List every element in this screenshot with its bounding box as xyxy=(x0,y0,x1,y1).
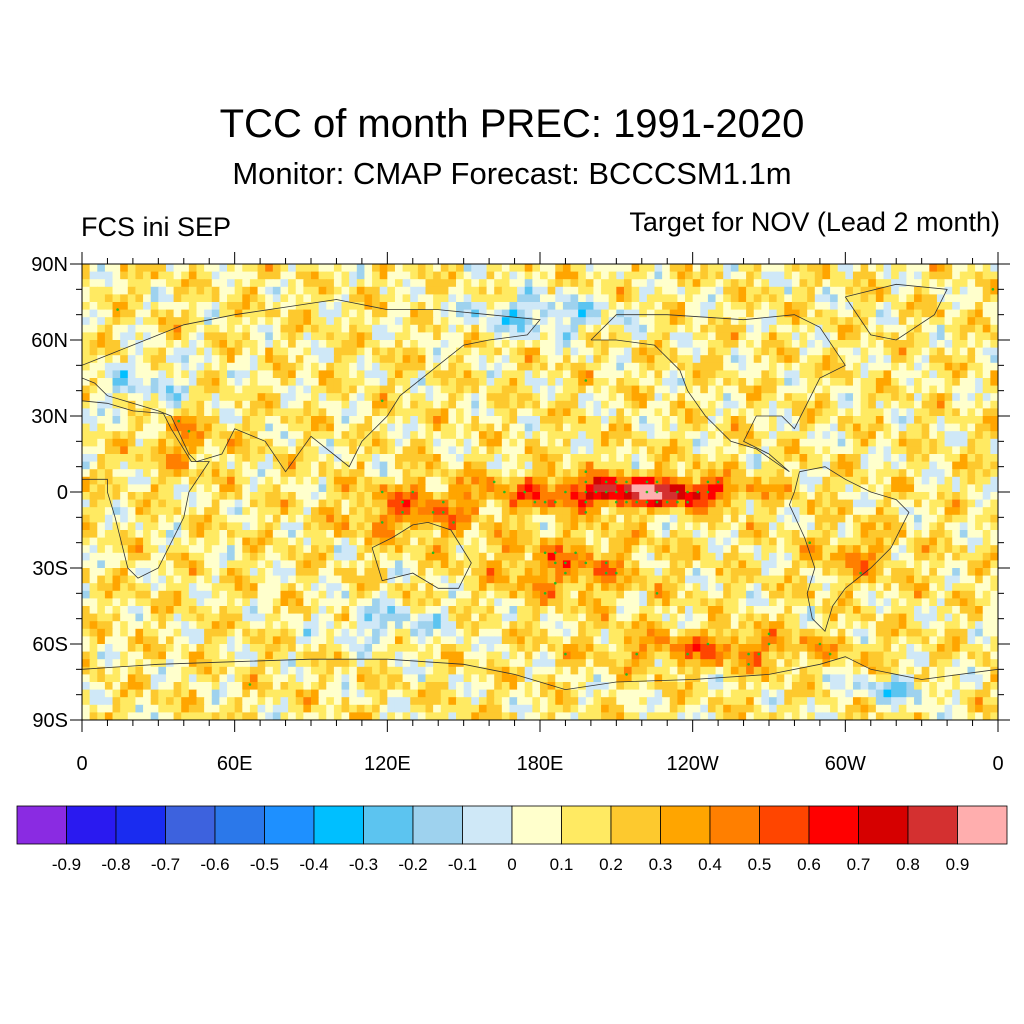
colorbar-label: -0.5 xyxy=(250,855,279,874)
colorbar-swatch xyxy=(412,805,463,845)
colorbar-swatch xyxy=(214,805,265,845)
lat-tick-label: 30N xyxy=(31,406,68,428)
colorbar-swatch xyxy=(264,805,315,845)
colorbar-label: -0.4 xyxy=(299,855,328,874)
lat-tick-label: 30S xyxy=(32,558,68,580)
colorbar-label: 0.9 xyxy=(946,855,970,874)
lat-tick-label: 60N xyxy=(31,330,68,352)
colorbar-label: 0.3 xyxy=(649,855,673,874)
lon-tick-label: 0 xyxy=(992,753,1003,775)
colorbar-label: -0.1 xyxy=(448,855,477,874)
map-axes: 90N 60N 30N 0 30S 60S 90S 0 60E 120E 180E 120W 60W 0 xyxy=(31,252,1010,775)
colorbar-label: 0.1 xyxy=(550,855,574,874)
significance-dots xyxy=(116,288,995,686)
colorbar-swatch xyxy=(957,805,1008,845)
colorbar-swatch xyxy=(165,805,216,845)
colorbar-label: 0.8 xyxy=(896,855,920,874)
colorbar-swatch xyxy=(907,805,958,845)
colorbar-swatch xyxy=(115,805,166,845)
colorbar-label: -0.8 xyxy=(101,855,130,874)
colorbar-label: -0.2 xyxy=(398,855,427,874)
lat-tick-label: 0 xyxy=(57,482,68,504)
colorbar-swatch xyxy=(363,805,414,845)
colorbar-swatch xyxy=(16,805,67,845)
colorbar-label: -0.6 xyxy=(200,855,229,874)
colorbar-swatch xyxy=(709,805,760,845)
colorbar-swatch xyxy=(462,805,513,845)
colorbar-label: 0.6 xyxy=(797,855,821,874)
lat-tick-label: 90S xyxy=(32,710,68,732)
lon-tick-label: 120W xyxy=(667,753,719,775)
lon-tick-label: 0 xyxy=(76,753,87,775)
colorbar: -0.9 -0.8 -0.7 -0.6 -0.5 -0.4 -0.3 -0.2 -0.1 0 0.1… xyxy=(16,805,1008,874)
coastlines xyxy=(82,283,998,691)
target-label: Target for NOV (Lead 2 month) xyxy=(629,207,1000,237)
chart-subtitle: Monitor: CMAP Forecast: BCCCSM1.1m xyxy=(232,156,792,191)
lon-tick-label: 60E xyxy=(217,753,253,775)
colorbar-label: -0.9 xyxy=(52,855,81,874)
colorbar-label: 0.4 xyxy=(698,855,722,874)
lat-tick-label: 60S xyxy=(32,634,68,656)
lon-tick-label: 120E xyxy=(364,753,411,775)
colorbar-label: -0.7 xyxy=(151,855,180,874)
colorbar-swatch xyxy=(313,805,364,845)
colorbar-swatch xyxy=(66,805,117,845)
chart-title: TCC of month PREC: 1991-2020 xyxy=(219,102,805,146)
correlation-field xyxy=(82,264,998,720)
lon-tick-label: 180E xyxy=(517,753,564,775)
init-label: FCS ini SEP xyxy=(81,212,232,242)
colorbar-label: 0 xyxy=(507,855,516,874)
colorbar-swatch xyxy=(858,805,909,845)
colorbar-label: 0.7 xyxy=(847,855,871,874)
colorbar-swatch xyxy=(561,805,612,845)
colorbar-swatch xyxy=(660,805,711,845)
colorbar-swatch xyxy=(511,805,562,845)
lat-tick-label: 90N xyxy=(31,254,68,276)
colorbar-swatch xyxy=(808,805,859,845)
colorbar-label: 0.2 xyxy=(599,855,623,874)
colorbar-swatch xyxy=(759,805,810,845)
colorbar-swatch xyxy=(610,805,661,845)
lon-tick-label: 60W xyxy=(825,753,866,775)
colorbar-label: -0.3 xyxy=(349,855,378,874)
colorbar-label: 0.5 xyxy=(748,855,772,874)
